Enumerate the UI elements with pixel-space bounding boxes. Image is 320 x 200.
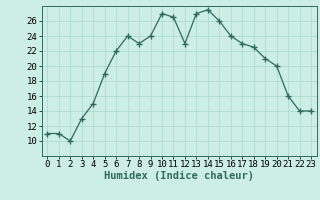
X-axis label: Humidex (Indice chaleur): Humidex (Indice chaleur): [104, 171, 254, 181]
